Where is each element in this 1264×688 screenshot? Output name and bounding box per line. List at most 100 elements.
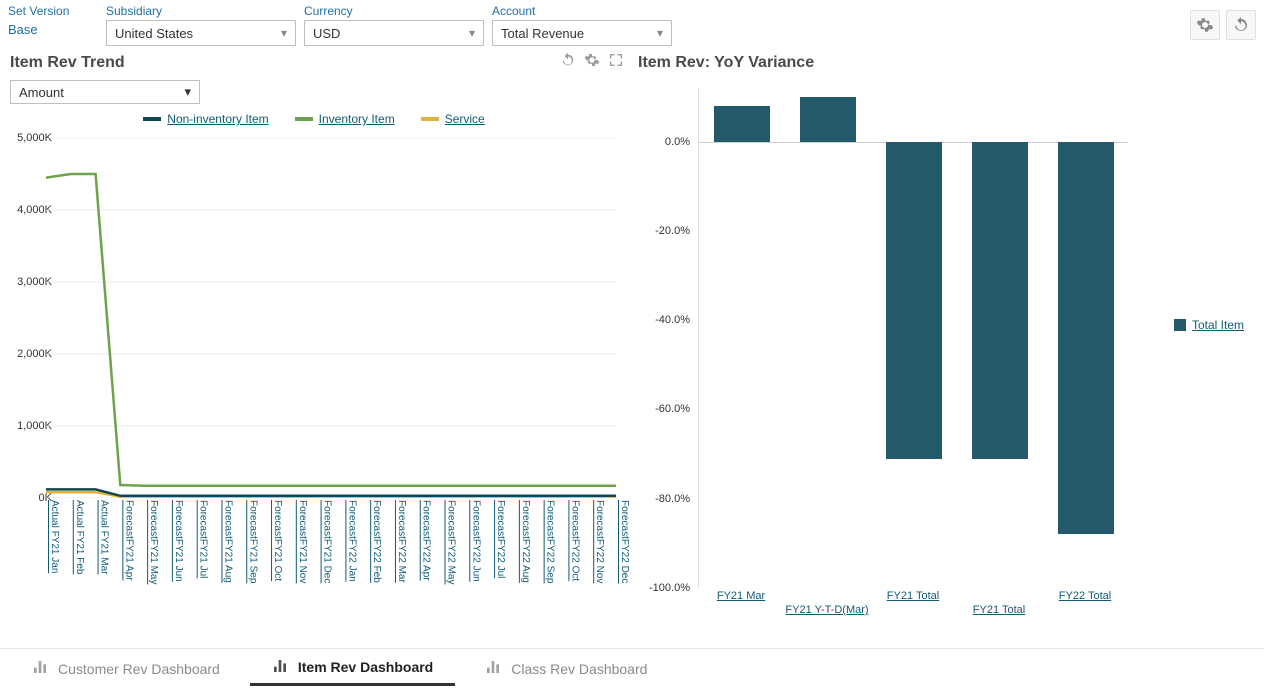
x-tick-label[interactable]: ForecastFY22 Jul: [495, 500, 506, 578]
variance-bar[interactable]: [800, 97, 856, 142]
trend-legend: Non-inventory Item Inventory Item Service: [10, 108, 618, 128]
trend-panel-tools: [560, 52, 624, 68]
filter-subsidiary-label: Subsidiary: [106, 4, 296, 18]
x-tick-label[interactable]: FY21 Total: [973, 604, 1025, 616]
chevron-down-icon: ▾: [657, 26, 663, 40]
currency-select-value: USD: [313, 26, 340, 41]
filter-account-label: Account: [492, 4, 672, 18]
x-tick-label[interactable]: Actual FY21 Mar: [99, 500, 110, 574]
chart-icon: [272, 658, 288, 677]
y-tick-label: -60.0%: [655, 403, 690, 415]
subsidiary-select-value: United States: [115, 26, 193, 41]
legend-item[interactable]: Service: [421, 112, 485, 126]
filter-bar: Set Version Base Subsidiary United State…: [0, 0, 1264, 48]
x-tick-label[interactable]: FY21 Total: [887, 590, 939, 602]
filter-account: Account Total Revenue ▾: [492, 4, 672, 46]
x-tick-label[interactable]: Actual FY21 Jan: [49, 500, 60, 573]
x-tick-label[interactable]: ForecastFY22 Jan: [346, 500, 357, 582]
trend-metric-select[interactable]: Amount ▾: [10, 80, 200, 104]
filter-subsidiary: Subsidiary United States ▾: [106, 4, 296, 46]
x-tick-label[interactable]: ForecastFY22 Aug: [520, 500, 531, 583]
filter-set-version-value[interactable]: Base: [8, 18, 98, 37]
refresh-icon[interactable]: [1226, 10, 1256, 40]
dashboard-tabs: Customer Rev Dashboard Item Rev Dashboard…: [0, 648, 1264, 688]
tab-label: Class Rev Dashboard: [511, 661, 647, 677]
x-tick-label[interactable]: ForecastFY22 May: [446, 500, 457, 584]
x-tick-label[interactable]: Actual FY21 Feb: [74, 500, 85, 574]
x-tick-label[interactable]: FY21 Y-T-D(Mar): [785, 604, 868, 616]
legend-swatch: [1174, 319, 1186, 331]
x-tick-label[interactable]: ForecastFY22 Dec: [619, 500, 630, 583]
x-tick-label[interactable]: ForecastFY22 Apr: [421, 500, 432, 581]
legend-item[interactable]: Inventory Item: [295, 112, 395, 126]
variance-y-axis: 0.0%-20.0%-40.0%-60.0%-80.0%-100.0%: [636, 88, 694, 588]
chart-icon: [485, 659, 501, 678]
trend-plot-area: [46, 138, 616, 498]
legend-label: Inventory Item: [319, 112, 395, 126]
settings-icon[interactable]: [1190, 10, 1220, 40]
x-tick-label[interactable]: ForecastFY21 Sep: [247, 500, 258, 583]
x-tick-label[interactable]: FY22 Total: [1059, 590, 1111, 602]
filter-currency: Currency USD ▾: [304, 4, 484, 46]
chevron-down-icon: ▾: [281, 26, 287, 40]
variance-bar[interactable]: [714, 106, 770, 142]
variance-plot-area: [698, 88, 1128, 588]
x-tick-label[interactable]: ForecastFY21 Oct: [272, 500, 283, 581]
x-tick-label[interactable]: ForecastFY22 Nov: [594, 500, 605, 583]
tab-label: Item Rev Dashboard: [298, 659, 433, 675]
y-tick-label: 0.0%: [665, 136, 690, 148]
y-tick-label: -100.0%: [649, 582, 690, 594]
x-tick-label[interactable]: ForecastFY21 Jul: [198, 500, 209, 578]
currency-select[interactable]: USD ▾: [304, 20, 484, 46]
trend-metric-value: Amount: [19, 85, 64, 100]
x-tick-label[interactable]: ForecastFY22 Oct: [569, 500, 580, 581]
settings-icon[interactable]: [584, 52, 600, 68]
tab-label: Customer Rev Dashboard: [58, 661, 220, 677]
variance-bar[interactable]: [1058, 142, 1114, 535]
variance-legend[interactable]: Total Item: [1174, 318, 1244, 332]
variance-x-axis: FY21 Mar FY21 Y-T-D(Mar) FY21 Total FY21 To…: [698, 590, 1128, 620]
subsidiary-select[interactable]: United States ▾: [106, 20, 296, 46]
legend-item[interactable]: Non-inventory Item: [143, 112, 268, 126]
x-tick-label[interactable]: ForecastFY21 Aug: [222, 500, 233, 583]
x-tick-label[interactable]: ForecastFY22 Jun: [470, 500, 481, 582]
variance-bar[interactable]: [972, 142, 1028, 459]
variance-bar-chart: 0.0% -20.0% -40.0% -60.0% -80.0% -100.0% FY21…: [636, 78, 1244, 618]
legend-swatch: [421, 117, 439, 121]
x-tick-label[interactable]: ForecastFY21 Dec: [322, 500, 333, 583]
variance-bar[interactable]: [886, 142, 942, 459]
x-tick-label[interactable]: ForecastFY22 Mar: [396, 500, 407, 583]
dashboard-tab[interactable]: Item Rev Dashboard: [250, 652, 455, 686]
trend-panel: Item Rev Trend Amount ▾ Non-inventory It…: [8, 48, 630, 630]
x-tick-label[interactable]: ForecastFY21 Jun: [173, 500, 184, 582]
y-tick-label: -80.0%: [655, 493, 690, 505]
trend-x-axis: Actual FY21 Jan Actual FY21 Feb Actual FY2…: [46, 500, 616, 600]
trend-panel-title: Item Rev Trend: [8, 48, 630, 78]
chevron-down-icon: ▾: [469, 26, 475, 40]
page-actions: [1190, 4, 1256, 40]
refresh-icon[interactable]: [560, 52, 576, 68]
y-tick-label: -40.0%: [655, 314, 690, 326]
x-tick-label[interactable]: ForecastFY21 May: [148, 500, 159, 584]
filter-set-version-label[interactable]: Set Version: [8, 4, 98, 18]
chart-icon: [32, 659, 48, 678]
legend-label: Service: [445, 112, 485, 126]
x-tick-label[interactable]: ForecastFY21 Apr: [123, 500, 134, 581]
chevron-down-icon: ▾: [184, 84, 191, 100]
trend-line-chart: Non-inventory ItemInventory ItemService …: [10, 108, 618, 608]
variance-panel: Item Rev: YoY Variance 0.0%-20.0%-40.0%-…: [630, 48, 1252, 630]
dashboard-tab[interactable]: Customer Rev Dashboard: [10, 653, 242, 684]
expand-icon[interactable]: [608, 52, 624, 68]
x-tick-label[interactable]: FY21 Mar: [717, 590, 765, 602]
dashboard-row: Item Rev Trend Amount ▾ Non-inventory It…: [0, 48, 1264, 630]
legend-swatch: [143, 117, 161, 121]
account-select[interactable]: Total Revenue ▾: [492, 20, 672, 46]
legend-label: Non-inventory Item: [167, 112, 268, 126]
dashboard-tab[interactable]: Class Rev Dashboard: [463, 653, 669, 684]
x-tick-label[interactable]: ForecastFY21 Nov: [297, 500, 308, 583]
x-tick-label[interactable]: ForecastFY22 Sep: [545, 500, 556, 583]
x-tick-label[interactable]: ForecastFY22 Feb: [371, 500, 382, 583]
y-tick-label: -20.0%: [655, 225, 690, 237]
legend-swatch: [295, 117, 313, 121]
filter-set-version: Set Version Base: [8, 4, 98, 37]
